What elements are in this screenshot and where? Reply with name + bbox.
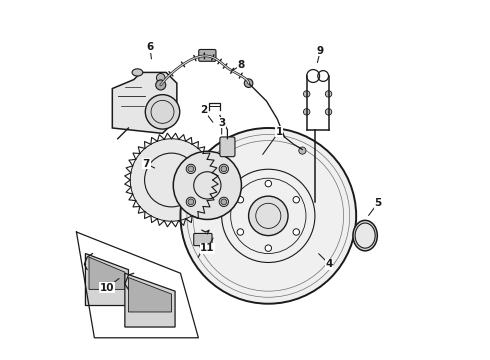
FancyBboxPatch shape <box>194 233 212 246</box>
Ellipse shape <box>353 220 377 251</box>
Polygon shape <box>128 278 171 312</box>
Ellipse shape <box>132 69 143 76</box>
Circle shape <box>219 197 228 207</box>
Circle shape <box>303 109 310 115</box>
Circle shape <box>221 199 227 205</box>
Circle shape <box>188 199 194 205</box>
Circle shape <box>130 139 213 221</box>
Polygon shape <box>89 257 125 289</box>
Circle shape <box>237 229 244 235</box>
Circle shape <box>237 197 244 203</box>
FancyBboxPatch shape <box>199 49 216 61</box>
Circle shape <box>325 91 332 97</box>
Text: 6: 6 <box>147 42 153 52</box>
Text: 4: 4 <box>325 259 333 269</box>
Polygon shape <box>125 273 175 327</box>
Circle shape <box>293 197 299 203</box>
Circle shape <box>265 180 271 187</box>
Circle shape <box>173 151 242 220</box>
Circle shape <box>186 197 196 207</box>
Text: 8: 8 <box>238 60 245 70</box>
Polygon shape <box>112 72 177 134</box>
Circle shape <box>325 109 332 115</box>
Circle shape <box>299 147 306 154</box>
Ellipse shape <box>355 223 375 248</box>
Text: 9: 9 <box>317 46 324 56</box>
Circle shape <box>180 128 356 304</box>
Text: 1: 1 <box>275 127 283 136</box>
Circle shape <box>303 91 310 97</box>
Circle shape <box>265 245 271 251</box>
Text: 10: 10 <box>99 283 114 293</box>
Text: 2: 2 <box>200 105 207 115</box>
Circle shape <box>293 229 299 235</box>
Text: 11: 11 <box>200 243 215 253</box>
Circle shape <box>146 95 180 129</box>
Circle shape <box>188 166 194 172</box>
Circle shape <box>221 166 227 172</box>
Circle shape <box>245 79 253 87</box>
Circle shape <box>156 80 166 90</box>
Text: 3: 3 <box>218 118 225 128</box>
Text: 5: 5 <box>374 198 381 208</box>
Circle shape <box>248 196 288 235</box>
Text: 7: 7 <box>143 159 150 169</box>
Circle shape <box>156 73 165 82</box>
Polygon shape <box>85 253 128 306</box>
Circle shape <box>219 164 228 174</box>
Circle shape <box>186 164 196 174</box>
FancyBboxPatch shape <box>220 137 235 157</box>
